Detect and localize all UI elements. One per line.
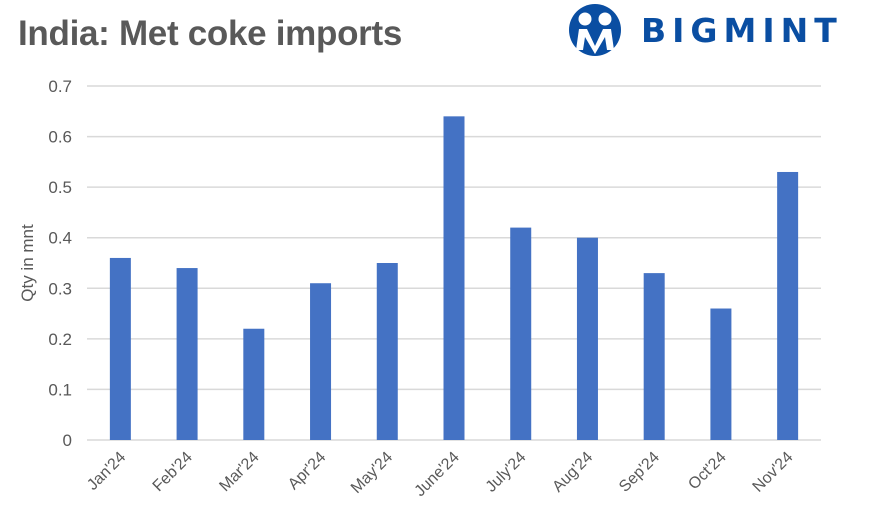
y-tick-label: 0.6 [48, 128, 72, 147]
x-tick-label: Oct'24 [685, 449, 729, 493]
bigmint-logo-icon [569, 4, 621, 56]
x-tick-label: Aug'24 [549, 449, 596, 496]
y-tick-label: 0.1 [48, 380, 72, 399]
bar [310, 283, 332, 440]
x-tick-label: June'24 [412, 449, 463, 500]
bar [109, 257, 131, 440]
x-tick-label: Feb'24 [150, 449, 196, 495]
x-tick-label: Apr'24 [285, 449, 329, 493]
bar [643, 273, 665, 440]
x-tick-label: Nov'24 [750, 449, 797, 496]
x-tick-label: Jan'24 [84, 449, 129, 494]
y-tick-label: 0.4 [48, 229, 72, 248]
y-tick-label: 0.2 [48, 330, 72, 349]
x-tick-label: May'24 [348, 449, 396, 497]
brand-logo: BIGMINT [565, 4, 843, 56]
brand-name: BIGMINT [641, 10, 843, 50]
y-axis-label: Qty in mnt [18, 224, 37, 302]
bar [243, 328, 265, 440]
y-tick-label: 0.3 [48, 279, 72, 298]
y-tick-label: 0.7 [48, 77, 72, 96]
y-tick-label: 0 [63, 431, 72, 450]
bar [510, 227, 532, 440]
bar [176, 268, 198, 440]
chart-title: India: Met coke imports [18, 14, 402, 53]
bar [710, 308, 732, 440]
x-tick-label: Mar'24 [216, 449, 262, 495]
bar [443, 116, 465, 440]
bar [576, 237, 598, 440]
y-tick-label: 0.5 [48, 178, 72, 197]
x-tick-label: July'24 [483, 449, 530, 496]
x-tick-label: Sep'24 [616, 449, 663, 496]
bar [376, 263, 398, 440]
bar [777, 171, 799, 440]
